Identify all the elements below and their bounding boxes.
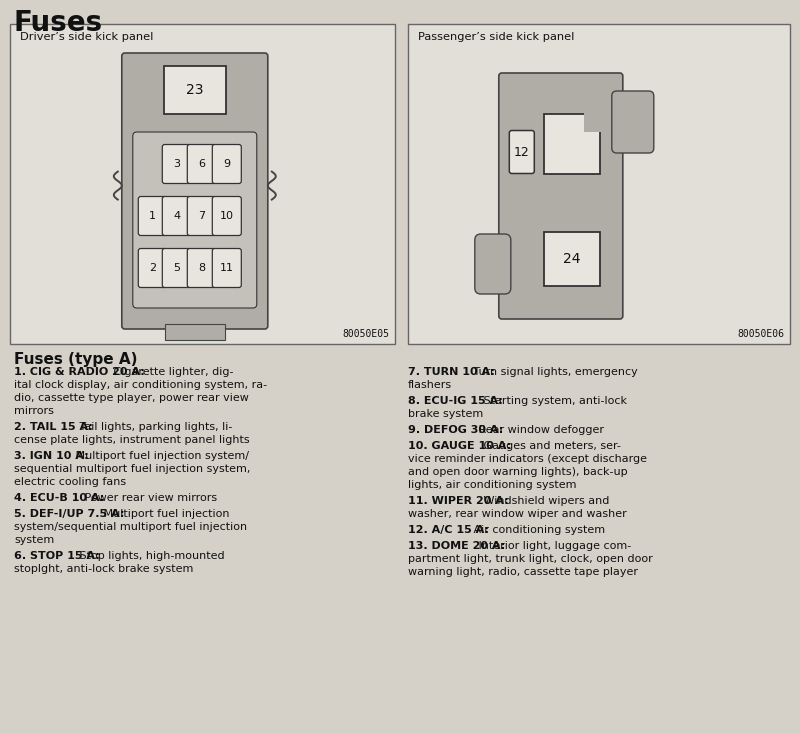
FancyBboxPatch shape xyxy=(510,131,534,173)
Text: and open door warning lights), back-up: and open door warning lights), back-up xyxy=(408,467,628,477)
Text: 23: 23 xyxy=(186,83,203,97)
Text: Tail lights, parking lights, li-: Tail lights, parking lights, li- xyxy=(77,422,233,432)
FancyBboxPatch shape xyxy=(187,197,216,236)
Text: Air conditioning system: Air conditioning system xyxy=(470,525,606,535)
Text: Multiport fuel injection system/: Multiport fuel injection system/ xyxy=(72,451,249,461)
Text: 3: 3 xyxy=(174,159,180,169)
Text: 13. DOME 20 A:: 13. DOME 20 A: xyxy=(408,541,506,551)
Text: washer, rear window wiper and washer: washer, rear window wiper and washer xyxy=(408,509,626,519)
Text: Interior light, luggage com-: Interior light, luggage com- xyxy=(475,541,631,551)
Bar xyxy=(584,112,602,132)
Bar xyxy=(544,114,600,174)
Text: stoplght, anti-lock brake system: stoplght, anti-lock brake system xyxy=(14,564,194,574)
Text: 2: 2 xyxy=(150,263,156,273)
Text: 2. TAIL 15 A:: 2. TAIL 15 A: xyxy=(14,422,93,432)
FancyBboxPatch shape xyxy=(612,91,654,153)
Text: vice reminder indicators (except discharge: vice reminder indicators (except dischar… xyxy=(408,454,647,464)
FancyBboxPatch shape xyxy=(474,234,510,294)
Text: 3. IGN 10 A:: 3. IGN 10 A: xyxy=(14,451,89,461)
FancyBboxPatch shape xyxy=(187,145,216,184)
Text: 9. DEFOG 30 A:: 9. DEFOG 30 A: xyxy=(408,425,503,435)
Bar xyxy=(164,66,226,114)
FancyBboxPatch shape xyxy=(162,197,191,236)
Text: Passenger’s side kick panel: Passenger’s side kick panel xyxy=(418,32,574,42)
Text: 1: 1 xyxy=(150,211,156,221)
FancyBboxPatch shape xyxy=(212,145,242,184)
Text: Fuses: Fuses xyxy=(14,9,103,37)
Text: 5: 5 xyxy=(174,263,180,273)
Text: 4. ECU-B 10 A:: 4. ECU-B 10 A: xyxy=(14,493,104,503)
Text: sequential multiport fuel injection system,: sequential multiport fuel injection syst… xyxy=(14,464,250,474)
Text: Rear window defogger: Rear window defogger xyxy=(475,425,604,435)
Bar xyxy=(408,24,790,344)
Text: 8. ECU-IG 15 A:: 8. ECU-IG 15 A: xyxy=(408,396,503,406)
Text: 11: 11 xyxy=(220,263,234,273)
Text: Starting system, anti-lock: Starting system, anti-lock xyxy=(480,396,627,406)
Text: 7: 7 xyxy=(198,211,206,221)
Text: dio, cassette type player, power rear view: dio, cassette type player, power rear vi… xyxy=(14,393,249,403)
Text: 12: 12 xyxy=(514,145,530,159)
Text: system: system xyxy=(14,535,54,545)
Text: 10. GAUGE 10 A:: 10. GAUGE 10 A: xyxy=(408,441,511,451)
Text: 9: 9 xyxy=(223,159,230,169)
Text: Driver’s side kick panel: Driver’s side kick panel xyxy=(20,32,154,42)
Text: 5. DEF-I/UP 7.5 A:: 5. DEF-I/UP 7.5 A: xyxy=(14,509,124,519)
Text: Gauges and meters, ser-: Gauges and meters, ser- xyxy=(480,441,621,451)
Text: Cigarette lighter, dig-: Cigarette lighter, dig- xyxy=(110,367,234,377)
Text: Turn signal lights, emergency: Turn signal lights, emergency xyxy=(470,367,638,377)
Text: cense plate lights, instrument panel lights: cense plate lights, instrument panel lig… xyxy=(14,435,250,445)
FancyBboxPatch shape xyxy=(138,197,167,236)
Text: ital clock display, air conditioning system, ra-: ital clock display, air conditioning sys… xyxy=(14,380,267,390)
Text: flashers: flashers xyxy=(408,380,452,390)
FancyBboxPatch shape xyxy=(122,53,268,329)
Text: 4: 4 xyxy=(174,211,180,221)
Text: 7. TURN 10 A:: 7. TURN 10 A: xyxy=(408,367,495,377)
Text: 6: 6 xyxy=(198,159,206,169)
Text: Multiport fuel injection: Multiport fuel injection xyxy=(101,509,230,519)
FancyBboxPatch shape xyxy=(212,197,242,236)
Text: system/sequential multiport fuel injection: system/sequential multiport fuel injecti… xyxy=(14,522,247,532)
FancyBboxPatch shape xyxy=(133,132,257,308)
Text: 80050E05: 80050E05 xyxy=(342,329,389,339)
Text: Fuses (type A): Fuses (type A) xyxy=(14,352,138,367)
Bar xyxy=(544,232,600,286)
Text: partment light, trunk light, clock, open door: partment light, trunk light, clock, open… xyxy=(408,554,653,564)
Text: 1. CIG & RADIO 20 A:: 1. CIG & RADIO 20 A: xyxy=(14,367,145,377)
FancyBboxPatch shape xyxy=(499,73,622,319)
Bar xyxy=(10,24,395,344)
FancyBboxPatch shape xyxy=(138,249,167,288)
Text: 12. A/C 15 A:: 12. A/C 15 A: xyxy=(408,525,489,535)
Text: 6. STOP 15 A:: 6. STOP 15 A: xyxy=(14,551,100,561)
FancyBboxPatch shape xyxy=(212,249,242,288)
Text: Stop lights, high-mounted: Stop lights, high-mounted xyxy=(77,551,225,561)
Text: 11. WIPER 20 A:: 11. WIPER 20 A: xyxy=(408,496,509,506)
Text: 8: 8 xyxy=(198,263,206,273)
Text: 10: 10 xyxy=(220,211,234,221)
FancyBboxPatch shape xyxy=(187,249,216,288)
Text: 80050E06: 80050E06 xyxy=(737,329,784,339)
Text: brake system: brake system xyxy=(408,409,483,419)
Text: lights, air conditioning system: lights, air conditioning system xyxy=(408,480,577,490)
Text: mirrors: mirrors xyxy=(14,406,54,416)
Text: warning light, radio, cassette tape player: warning light, radio, cassette tape play… xyxy=(408,567,638,577)
Text: electric cooling fans: electric cooling fans xyxy=(14,477,126,487)
Text: 24: 24 xyxy=(563,252,581,266)
Bar xyxy=(165,324,225,340)
Text: Windshield wipers and: Windshield wipers and xyxy=(480,496,610,506)
FancyBboxPatch shape xyxy=(162,145,191,184)
FancyBboxPatch shape xyxy=(162,249,191,288)
Text: Power rear view mirrors: Power rear view mirrors xyxy=(82,493,218,503)
